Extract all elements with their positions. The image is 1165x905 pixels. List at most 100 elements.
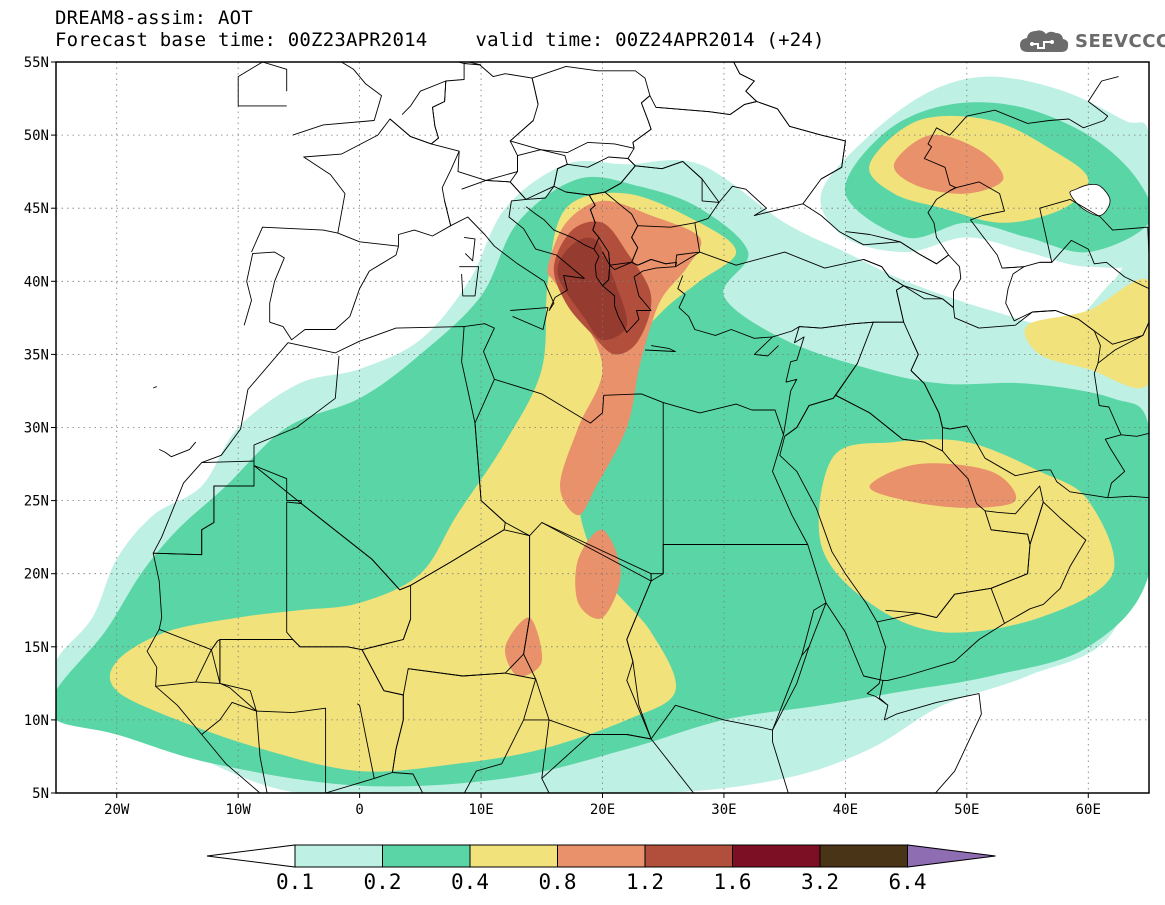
colorbar-label-1: 0.2 bbox=[364, 870, 402, 894]
cloud-icon bbox=[1020, 30, 1069, 52]
border-line-23 bbox=[541, 734, 694, 793]
country-borders bbox=[146, 62, 1149, 793]
border-line-0 bbox=[243, 251, 285, 326]
lon-label-40E: 40E bbox=[833, 802, 858, 818]
aot-plume-4 bbox=[109, 192, 737, 772]
border-line-68 bbox=[153, 386, 157, 389]
lat-label-40N: 40N bbox=[24, 274, 49, 290]
border-line-16 bbox=[146, 629, 212, 687]
colorbar-swatch-1 bbox=[294, 844, 383, 868]
lon-label-10E: 10E bbox=[468, 802, 493, 818]
longitude-labels: 20W 10W 0 10E 20E 30E 40E 50E 60E bbox=[104, 793, 1101, 818]
lat-label-5N: 5N bbox=[32, 786, 49, 802]
border-line-55 bbox=[1097, 322, 1149, 364]
lat-label-20N: 20N bbox=[24, 567, 49, 583]
border-line-25 bbox=[808, 602, 889, 706]
lat-label-30N: 30N bbox=[24, 421, 49, 437]
border-line-65 bbox=[389, 80, 447, 145]
lat-label-15N: 15N bbox=[24, 640, 49, 656]
lon-label-0: 0 bbox=[355, 802, 363, 818]
aot-plumes bbox=[56, 76, 1149, 793]
aot-plume-7 bbox=[1024, 278, 1149, 389]
border-line-32 bbox=[783, 378, 798, 435]
border-line-62 bbox=[510, 307, 549, 330]
aot-plume-14 bbox=[557, 237, 628, 340]
border-line-58 bbox=[753, 336, 779, 357]
border-line-63 bbox=[292, 62, 382, 136]
colorbar-label-2: 0.4 bbox=[451, 870, 489, 894]
lat-label-10N: 10N bbox=[24, 713, 49, 729]
colorbar-swatch-3 bbox=[469, 844, 558, 868]
border-line-15 bbox=[152, 465, 302, 651]
border-line-56 bbox=[1121, 432, 1149, 437]
lon-label-60E: 60E bbox=[1076, 802, 1101, 818]
aral-sea bbox=[1069, 183, 1111, 217]
border-line-20 bbox=[255, 710, 293, 793]
colorbar-swatch-4 bbox=[557, 844, 646, 868]
border-line-42 bbox=[525, 185, 600, 250]
border-line-10 bbox=[626, 544, 827, 740]
lat-label-45N: 45N bbox=[24, 201, 49, 217]
lon-label-10W: 10W bbox=[226, 802, 252, 818]
border-line-60 bbox=[459, 266, 480, 297]
forecast-time-line: Forecast base time: 00Z23APR2014 valid ti… bbox=[55, 29, 825, 51]
border-line-51 bbox=[949, 181, 1149, 345]
seevccc-logo: SEEVCCC bbox=[1018, 26, 1165, 56]
lat-label-25N: 25N bbox=[24, 494, 49, 510]
border-line-64 bbox=[237, 62, 288, 107]
border-line-57 bbox=[1107, 495, 1149, 499]
border-line-35 bbox=[895, 285, 1126, 499]
lon-label-20W: 20W bbox=[104, 802, 130, 818]
colorbar-under-arrow bbox=[206, 844, 296, 868]
border-line-52 bbox=[1002, 198, 1149, 269]
border-line-21 bbox=[201, 701, 257, 735]
border-line-54 bbox=[845, 231, 962, 309]
colorbar: 0.1 0.2 0.4 0.8 1.2 1.6 3.2 6.4 bbox=[206, 844, 996, 894]
lon-label-20E: 20E bbox=[590, 802, 615, 818]
border-line-53 bbox=[1039, 239, 1149, 290]
border-line-1 bbox=[251, 226, 399, 341]
border-line-39 bbox=[593, 248, 611, 287]
border-line-18 bbox=[292, 707, 327, 793]
border-line-24 bbox=[772, 646, 810, 731]
gridlines bbox=[56, 62, 1149, 793]
lon-label-50E: 50E bbox=[954, 802, 979, 818]
border-line-67 bbox=[159, 441, 197, 458]
chart-title: DREAM8-assim: AOT bbox=[55, 7, 253, 29]
colorbar-swatch-7 bbox=[819, 844, 908, 868]
border-line-17 bbox=[155, 639, 404, 793]
colorbar-label-6: 3.2 bbox=[801, 870, 839, 894]
colorbar-label-3: 0.8 bbox=[539, 870, 577, 894]
border-line-3 bbox=[444, 179, 585, 311]
border-line-49 bbox=[733, 62, 846, 180]
lat-label-55N: 55N bbox=[24, 55, 49, 71]
border-line-61 bbox=[464, 236, 476, 262]
border-line-19 bbox=[356, 703, 375, 779]
border-line-26 bbox=[772, 693, 982, 793]
base-time: Forecast base time: 00Z23APR2014 bbox=[55, 29, 428, 51]
border-line-38 bbox=[602, 251, 678, 333]
latitude-labels: 5N 10N 15N 20N 25N 30N 35N 40N 45N 50N 55N bbox=[24, 55, 56, 802]
valid-time: valid time: 00Z24APR2014 (+24) bbox=[475, 29, 825, 51]
aot-plume-9 bbox=[575, 529, 621, 619]
colorbar-over-arrow bbox=[907, 844, 996, 868]
border-line-5 bbox=[201, 342, 289, 464]
lat-label-50N: 50N bbox=[24, 128, 49, 144]
colorbar-label-4: 1.2 bbox=[626, 870, 664, 894]
colorbar-label-5: 1.6 bbox=[714, 870, 752, 894]
lon-label-30E: 30E bbox=[711, 802, 736, 818]
border-line-22 bbox=[523, 719, 550, 793]
logo-text: SEEVCCC bbox=[1075, 30, 1165, 52]
border-line-31 bbox=[984, 485, 1044, 545]
aot-plume-12 bbox=[893, 134, 1004, 194]
border-line-59 bbox=[644, 345, 676, 352]
lat-label-35N: 35N bbox=[24, 347, 49, 363]
border-line-36 bbox=[675, 251, 905, 339]
colorbar-swatch-6 bbox=[732, 844, 821, 868]
colorbar-swatch-2 bbox=[382, 844, 471, 868]
border-line-30 bbox=[990, 501, 1087, 624]
border-line-27 bbox=[866, 683, 889, 706]
aot-plume-11 bbox=[869, 463, 1017, 508]
border-line-2 bbox=[303, 118, 460, 247]
